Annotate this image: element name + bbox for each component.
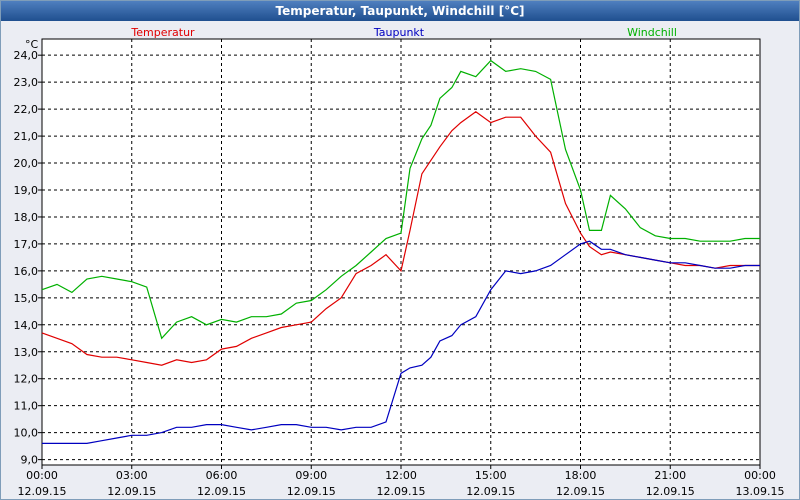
x-tick-time: 21:00 <box>654 469 686 482</box>
y-axis-label: °C <box>25 38 39 51</box>
legend: Temperatur Taupunkt Windchill <box>130 26 677 39</box>
x-tick-time: 09:00 <box>295 469 327 482</box>
x-tick-date: 12.09.15 <box>107 485 156 498</box>
x-tick-time: 15:00 <box>475 469 507 482</box>
x-tick-date: 12.09.15 <box>18 485 67 498</box>
x-tick-date: 13.09.15 <box>736 485 785 498</box>
legend-windchill: Windchill <box>627 26 677 39</box>
y-tick-label: 15,0 <box>14 292 39 305</box>
series-line-windchill <box>41 59 760 340</box>
y-tick-label: 11,0 <box>14 400 39 413</box>
legend-temperatur: Temperatur <box>130 26 195 39</box>
y-tick-label: 24,0 <box>14 49 39 62</box>
y-tick-label: 16,0 <box>14 265 39 278</box>
y-tick-label: 17,0 <box>14 238 39 251</box>
y-tick-label: 14,0 <box>14 319 39 332</box>
y-tick-label: 20,0 <box>14 157 39 170</box>
legend-taupunkt: Taupunkt <box>373 26 425 39</box>
series-lines <box>41 59 760 444</box>
x-tick-date: 12.09.15 <box>466 485 515 498</box>
y-tick-label: 18,0 <box>14 211 39 224</box>
x-tick-date: 12.09.15 <box>556 485 605 498</box>
x-tick-time: 00:00 <box>744 469 776 482</box>
grid-lines <box>38 39 761 469</box>
x-tick-date: 12.09.15 <box>287 485 336 498</box>
y-tick-labels: 9,0 10,0 11,0 12,0 13,0 14,0 15,0 16,0 17,0 18,0 1… <box>14 49 39 466</box>
x-tick-time: 12:00 <box>385 469 417 482</box>
y-tick-label: 19,0 <box>14 184 39 197</box>
x-tick-time: 03:00 <box>116 469 148 482</box>
y-tick-label: 9,0 <box>21 454 39 467</box>
x-tick-labels: 00:00 12.09.15 03:00 12.09.15 06:00 12.09.15 0… <box>18 469 785 498</box>
x-tick-time: 06:00 <box>206 469 238 482</box>
series-line-taupunkt <box>42 240 760 444</box>
y-tick-label: 13,0 <box>14 346 39 359</box>
x-tick-time: 00:00 <box>26 469 58 482</box>
y-tick-label: 21,0 <box>14 130 39 143</box>
x-tick-time: 18:00 <box>565 469 597 482</box>
y-tick-label: 10,0 <box>14 427 39 440</box>
x-tick-date: 12.09.15 <box>377 485 426 498</box>
x-tick-date: 12.09.15 <box>197 485 246 498</box>
x-tick-date: 12.09.15 <box>646 485 695 498</box>
chart-area: 9,0 10,0 11,0 12,0 13,0 14,0 15,0 16,0 17,0 18,0 1… <box>14 26 785 498</box>
y-tick-label: 23,0 <box>14 76 39 89</box>
y-tick-label: 22,0 <box>14 103 39 116</box>
y-tick-label: 12,0 <box>14 373 39 386</box>
window-title: Temperatur, Taupunkt, Windchill [°C] <box>1 1 799 21</box>
